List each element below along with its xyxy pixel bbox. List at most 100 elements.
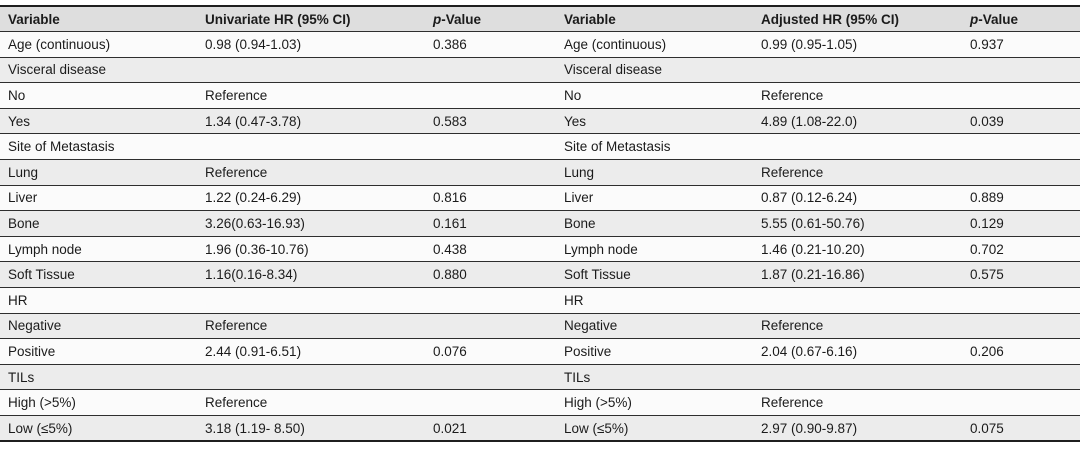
- header-variable-left: Variable: [0, 6, 197, 32]
- hr-ci-cell-left: Reference: [197, 159, 425, 186]
- variable-cell-right: Liver: [556, 184, 753, 211]
- p-value-cell-left: [425, 363, 556, 390]
- table-row: Soft Tissue 1.16(0.16-8.34) 0.880 Soft Tiss…: [0, 261, 1080, 288]
- p-value-cell-left: [425, 133, 556, 160]
- p-value-cell-left: 0.880: [425, 261, 556, 288]
- p-value-cell-right: [962, 56, 1080, 83]
- variable-cell-right: TILs: [556, 363, 753, 390]
- table-row: High (>5%) Reference High (>5%) Reference: [0, 389, 1080, 416]
- p-value-cell-right: 0.129: [962, 210, 1080, 237]
- table-row: Age (continuous) 0.98 (0.94-1.03) 0.386 Age…: [0, 31, 1080, 58]
- header-pvalue-right: p-Value: [962, 6, 1080, 32]
- variable-cell-right: Low (≤5%): [556, 415, 753, 442]
- variable-cell-right: Positive: [556, 338, 753, 365]
- hr-ci-cell-right: Reference: [753, 82, 962, 109]
- p-value-cell-left: [425, 287, 556, 314]
- p-italic: p: [433, 11, 442, 27]
- table-row: Site of Metastasis Site of Metastasis: [0, 133, 1080, 160]
- variable-cell-left: Liver: [0, 184, 197, 211]
- header-univariate-hr: Univariate HR (95% CI): [197, 6, 425, 32]
- hr-ci-cell-left: 1.22 (0.24-6.29): [197, 184, 425, 211]
- variable-cell-right: Soft Tissue: [556, 261, 753, 288]
- variable-cell-left: Site of Metastasis: [0, 133, 197, 160]
- hr-ci-cell-left: [197, 133, 425, 160]
- p-value-cell-left: 0.438: [425, 235, 556, 262]
- p-italic: p: [970, 11, 979, 27]
- hr-ci-cell-left: 1.96 (0.36-10.76): [197, 235, 425, 262]
- variable-cell-right: No: [556, 82, 753, 109]
- variable-cell-right: Site of Metastasis: [556, 133, 753, 160]
- hr-ci-cell-right: 0.99 (0.95-1.05): [753, 31, 962, 58]
- hr-ci-cell-right: 5.55 (0.61-50.76): [753, 210, 962, 237]
- table-row: Visceral disease Visceral disease: [0, 56, 1080, 83]
- variable-cell-right: Bone: [556, 210, 753, 237]
- p-value-cell-right: 0.937: [962, 31, 1080, 58]
- table-row: Yes 1.34 (0.47-3.78) 0.583 Yes 4.89 (1.08-22…: [0, 107, 1080, 134]
- hr-ci-cell-right: 0.87 (0.12-6.24): [753, 184, 962, 211]
- hr-ci-cell-left: 0.98 (0.94-1.03): [197, 31, 425, 58]
- variable-cell-right: HR: [556, 287, 753, 314]
- table-row: Positive 2.44 (0.91-6.51) 0.076 Positive 2.0…: [0, 338, 1080, 365]
- variable-cell-right: Age (continuous): [556, 31, 753, 58]
- variable-cell-left: Bone: [0, 210, 197, 237]
- hr-ci-cell-right: Reference: [753, 389, 962, 416]
- p-value-cell-right: [962, 133, 1080, 160]
- hr-ci-cell-right: 2.97 (0.90-9.87): [753, 415, 962, 442]
- variable-cell-left: TILs: [0, 363, 197, 390]
- hr-ci-cell-right: 2.04 (0.67-6.16): [753, 338, 962, 365]
- variable-cell-left: Yes: [0, 107, 197, 134]
- p-value-cell-left: [425, 159, 556, 186]
- p-value-cell-left: 0.816: [425, 184, 556, 211]
- variable-cell-left: Age (continuous): [0, 31, 197, 58]
- variable-cell-left: Soft Tissue: [0, 261, 197, 288]
- hr-ci-cell-left: 1.16(0.16-8.34): [197, 261, 425, 288]
- p-value-cell-right: [962, 82, 1080, 109]
- p-value-cell-right: [962, 363, 1080, 390]
- hr-ci-cell-right: [753, 363, 962, 390]
- header-pvalue-left: p-Value: [425, 6, 556, 32]
- variable-cell-left: Low (≤5%): [0, 415, 197, 442]
- variable-cell-left: Lymph node: [0, 235, 197, 262]
- p-value-cell-right: [962, 389, 1080, 416]
- hr-ci-cell-right: 1.87 (0.21-16.86): [753, 261, 962, 288]
- table-row: Lymph node 1.96 (0.36-10.76) 0.438 Lymph no…: [0, 235, 1080, 262]
- variable-cell-right: Lung: [556, 159, 753, 186]
- hr-ci-cell-right: [753, 133, 962, 160]
- hr-ci-cell-left: 3.18 (1.19- 8.50): [197, 415, 425, 442]
- hr-ci-cell-left: [197, 363, 425, 390]
- table-body: Age (continuous) 0.98 (0.94-1.03) 0.386 Age…: [0, 31, 1080, 442]
- table-row: Low (≤5%) 3.18 (1.19- 8.50) 0.021 Low (≤5%)…: [0, 415, 1080, 442]
- p-value-cell-left: 0.583: [425, 107, 556, 134]
- p-value-cell-left: [425, 56, 556, 83]
- table-row: Liver 1.22 (0.24-6.29) 0.816 Liver 0.87 (0.1…: [0, 184, 1080, 211]
- p-value-cell-right: [962, 159, 1080, 186]
- p-value-cell-left: 0.386: [425, 31, 556, 58]
- header-variable-right: Variable: [556, 6, 753, 32]
- p-value-cell-right: 0.075: [962, 415, 1080, 442]
- table-header-row: Variable Univariate HR (95% CI) p-Value …: [0, 6, 1080, 32]
- p-value-cell-right: [962, 312, 1080, 339]
- variable-cell-left: Positive: [0, 338, 197, 365]
- page: Variable Univariate HR (95% CI) p-Value …: [0, 5, 1080, 443]
- p-value-cell-right: 0.889: [962, 184, 1080, 211]
- p-value-cell-right: [962, 287, 1080, 314]
- hr-ci-cell-right: [753, 56, 962, 83]
- hr-ci-cell-right: Reference: [753, 159, 962, 186]
- hr-ci-cell-left: Reference: [197, 82, 425, 109]
- p-value-cell-right: 0.575: [962, 261, 1080, 288]
- hr-ci-cell-right: Reference: [753, 312, 962, 339]
- p-value-cell-left: 0.076: [425, 338, 556, 365]
- p-rest: -Value: [978, 11, 1019, 27]
- p-value-cell-left: 0.161: [425, 210, 556, 237]
- p-rest: -Value: [441, 11, 482, 27]
- variable-cell-left: No: [0, 82, 197, 109]
- variable-cell-left: Lung: [0, 159, 197, 186]
- variable-cell-left: High (>5%): [0, 389, 197, 416]
- table-row: No Reference No Reference: [0, 82, 1080, 109]
- hr-ci-cell-right: [753, 287, 962, 314]
- hr-ci-cell-left: 3.26(0.63-16.93): [197, 210, 425, 237]
- hr-ci-cell-left: Reference: [197, 312, 425, 339]
- table-row: Bone 3.26(0.63-16.93) 0.161 Bone 5.55 (0.61-…: [0, 210, 1080, 237]
- table-row: HR HR: [0, 287, 1080, 314]
- p-value-cell-left: [425, 389, 556, 416]
